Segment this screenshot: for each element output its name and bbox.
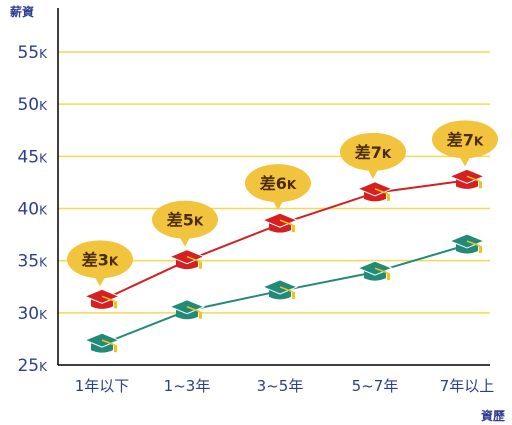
bubble-tail: [179, 235, 191, 247]
y-tick-label: 45K: [17, 147, 48, 167]
cap-tassel: [199, 261, 202, 269]
graduation-cap-icon: [83, 288, 121, 309]
cap-base: [364, 191, 386, 202]
x-tick-label: 1~3年: [164, 377, 211, 395]
bubble-tail: [367, 167, 379, 179]
cap-tassel: [114, 345, 117, 353]
y-tick-label: 55K: [17, 43, 48, 63]
bubble-body: [432, 120, 498, 159]
cap-tassel: [292, 291, 295, 299]
x-tick-label: 3~5年: [257, 377, 304, 395]
axis-layer: 薪資 資歷: [10, 4, 505, 423]
x-tick-labels: 1年以下 1~3年 3~5年 5~7年 7年以上: [75, 377, 495, 395]
cap-base: [269, 223, 291, 233]
y-tick-label: 50K: [17, 95, 48, 115]
bubble-label: 差6K: [260, 174, 297, 193]
x-tick-label: 7年以上: [440, 377, 495, 395]
cap-tassel-cord: [279, 219, 294, 226]
bubble-unit: K: [194, 215, 204, 229]
cap-tassel: [387, 273, 390, 281]
cap-base: [269, 289, 291, 300]
graduation-cap-icon: [261, 212, 299, 233]
cap-tassel-cord: [466, 175, 481, 183]
bubble-tail: [272, 199, 284, 211]
cap-base: [456, 179, 478, 189]
cap-base: [176, 259, 198, 270]
bubble-body: [245, 164, 311, 203]
bubble-label: 差3K: [82, 250, 119, 269]
y-tick-label: 35K: [17, 252, 48, 272]
difference-bubbles: 差3K 差5K 差6K 差7K 差7K: [67, 120, 498, 287]
bubble-label: 差7K: [355, 143, 392, 162]
bubble-unit: K: [287, 178, 297, 192]
graduation-cap-icon: [356, 181, 394, 202]
bubble-label: 差7K: [447, 130, 484, 149]
cap-tassel-cord: [101, 339, 116, 346]
cap-base: [91, 299, 113, 309]
bubble-tail: [94, 275, 106, 287]
cap-tassel: [479, 181, 482, 189]
bubble-unit: K: [382, 147, 392, 161]
graduation-cap-icon: [83, 332, 121, 353]
y-tick-label: 40K: [17, 200, 48, 220]
cap-base: [456, 244, 478, 254]
cap-tassel-cord: [279, 286, 294, 293]
cap-tassel-cord: [466, 240, 481, 247]
cap-tassel: [479, 246, 482, 254]
graduation-cap-icon: [168, 299, 206, 320]
bubble-label: 差5K: [167, 211, 204, 230]
graduation-cap-icon: [168, 249, 206, 270]
cap-tassel: [114, 301, 117, 309]
cap-base: [364, 271, 386, 281]
y-tick-unit: K: [39, 308, 48, 322]
cap-base: [91, 343, 113, 353]
cap-tassel: [199, 311, 202, 319]
bubble-unit: K: [109, 254, 119, 268]
cap-tassel-cord: [374, 267, 389, 274]
series-markers: [83, 168, 486, 353]
y-tick-unit: K: [39, 204, 48, 218]
x-tick-label: 1年以下: [75, 377, 130, 395]
graduation-cap-icon: [356, 260, 394, 281]
bubble-unit: K: [474, 134, 484, 148]
x-tick-label: 5~7年: [352, 377, 399, 395]
y-tick-unit: K: [39, 47, 48, 61]
cap-tassel: [292, 225, 295, 233]
cap-tassel: [387, 193, 390, 201]
graduation-cap-icon: [448, 233, 486, 254]
difference-bubble: 差7K: [340, 132, 406, 179]
difference-bubble: 差6K: [245, 164, 311, 211]
x-axis-title: 資歷: [481, 408, 505, 423]
y-tick-unit: K: [39, 99, 48, 113]
graduation-cap-icon: [448, 168, 486, 189]
difference-bubble: 差7K: [432, 120, 498, 167]
cap-tassel-cord: [374, 188, 389, 195]
bubble-body: [152, 200, 218, 239]
bubble-body: [340, 132, 406, 171]
y-axis-title: 薪資: [10, 4, 34, 19]
cap-tassel-cord: [186, 255, 201, 263]
y-tick-label: 25K: [17, 356, 48, 376]
y-tick-unit: K: [39, 256, 48, 270]
cap-tassel-cord: [101, 295, 116, 303]
cap-tassel-cord: [186, 306, 201, 313]
difference-bubble: 差3K: [67, 240, 133, 287]
series-lines: [101, 179, 468, 346]
bubble-body: [67, 240, 133, 279]
graduation-cap-icon: [261, 279, 299, 300]
bubble-tail: [459, 155, 471, 167]
y-tick-unit: K: [39, 151, 48, 165]
difference-bubble: 差5K: [152, 200, 218, 247]
y-tick-labels: 25K 30K 35K 40K 45K 50K 55K: [17, 43, 48, 376]
y-tick-unit: K: [39, 360, 48, 374]
y-tick-label: 30K: [17, 304, 48, 324]
cap-base: [176, 309, 198, 320]
